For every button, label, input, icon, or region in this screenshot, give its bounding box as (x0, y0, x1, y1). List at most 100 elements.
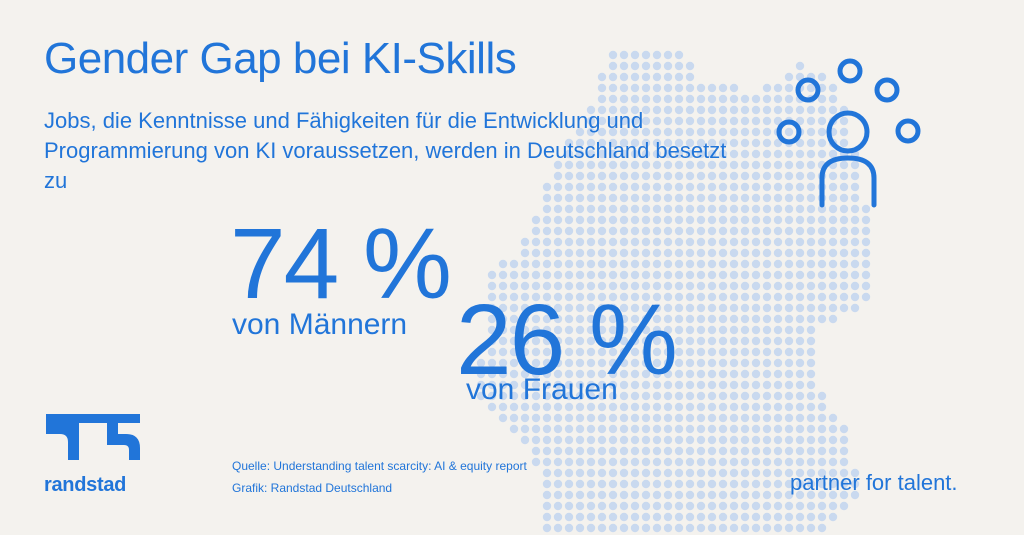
women-percentage: 26 % (456, 284, 678, 396)
map-dot (586, 325, 596, 335)
map-dot (487, 281, 497, 291)
map-dot (564, 402, 574, 412)
map-dot (597, 204, 607, 214)
map-dot (564, 369, 574, 379)
map-dot (696, 325, 706, 335)
map-dot (718, 358, 728, 368)
map-dot (707, 391, 717, 401)
map-dot (586, 402, 596, 412)
map-dot (652, 149, 662, 159)
map-dot (564, 215, 574, 225)
map-dot (740, 303, 750, 313)
map-dot (795, 358, 805, 368)
map-dot (762, 248, 772, 258)
map-dot (828, 446, 838, 456)
map-dot (619, 292, 629, 302)
map-dot (630, 171, 640, 181)
map-dot (762, 435, 772, 445)
map-dot (718, 248, 728, 258)
map-dot (707, 270, 717, 280)
map-dot (553, 325, 563, 335)
map-dot (641, 347, 651, 357)
map-dot (707, 292, 717, 302)
map-dot (608, 512, 618, 522)
map-dot (630, 72, 640, 82)
map-dot (652, 116, 662, 126)
map-dot (740, 281, 750, 291)
map-dot (575, 160, 585, 170)
map-dot (564, 479, 574, 489)
map-dot (641, 325, 651, 335)
map-dot (817, 237, 827, 247)
map-dot (608, 347, 618, 357)
map-dot (674, 435, 684, 445)
map-dot (663, 259, 673, 269)
map-dot (828, 413, 838, 423)
map-dot (762, 325, 772, 335)
map-dot (740, 237, 750, 247)
map-dot (597, 127, 607, 137)
map-dot (542, 501, 552, 511)
map-dot (685, 468, 695, 478)
map-dot (850, 292, 860, 302)
map-dot (696, 259, 706, 269)
map-dot (685, 72, 695, 82)
map-dot (685, 402, 695, 412)
map-dot (729, 402, 739, 412)
map-dot (630, 523, 640, 533)
map-dot (586, 303, 596, 313)
map-dot (806, 446, 816, 456)
map-dot (740, 325, 750, 335)
map-dot (795, 424, 805, 434)
map-dot (806, 303, 816, 313)
map-dot (696, 413, 706, 423)
map-dot (542, 325, 552, 335)
map-dot (509, 347, 519, 357)
map-dot (652, 270, 662, 280)
map-dot (509, 402, 519, 412)
map-dot (597, 358, 607, 368)
map-dot (784, 336, 794, 346)
map-dot (762, 237, 772, 247)
map-dot (707, 490, 717, 500)
map-dot (586, 182, 596, 192)
map-dot (564, 138, 574, 148)
map-dot (762, 83, 772, 93)
map-dot (542, 237, 552, 247)
map-dot (652, 369, 662, 379)
map-dot (674, 127, 684, 137)
map-dot (652, 303, 662, 313)
map-dot (663, 391, 673, 401)
map-dot (762, 501, 772, 511)
map-dot (718, 501, 728, 511)
map-dot (817, 226, 827, 236)
map-dot (685, 413, 695, 423)
map-dot (751, 105, 761, 115)
map-dot (520, 270, 530, 280)
map-dot (839, 204, 849, 214)
map-dot (839, 248, 849, 258)
map-dot (795, 468, 805, 478)
map-dot (509, 281, 519, 291)
map-dot (795, 281, 805, 291)
map-dot (817, 72, 827, 82)
map-dot (652, 501, 662, 511)
map-dot (586, 204, 596, 214)
map-dot (828, 490, 838, 500)
map-dot (806, 314, 816, 324)
map-dot (652, 435, 662, 445)
map-dot (718, 380, 728, 390)
map-dot (839, 127, 849, 137)
map-dot (597, 182, 607, 192)
map-dot (564, 204, 574, 214)
map-dot (575, 468, 585, 478)
map-dot (575, 402, 585, 412)
map-dot (762, 336, 772, 346)
map-dot (839, 171, 849, 181)
map-dot (564, 435, 574, 445)
map-dot (652, 446, 662, 456)
map-dot (564, 171, 574, 181)
map-dot (729, 358, 739, 368)
map-dot (498, 347, 508, 357)
map-dot (575, 325, 585, 335)
